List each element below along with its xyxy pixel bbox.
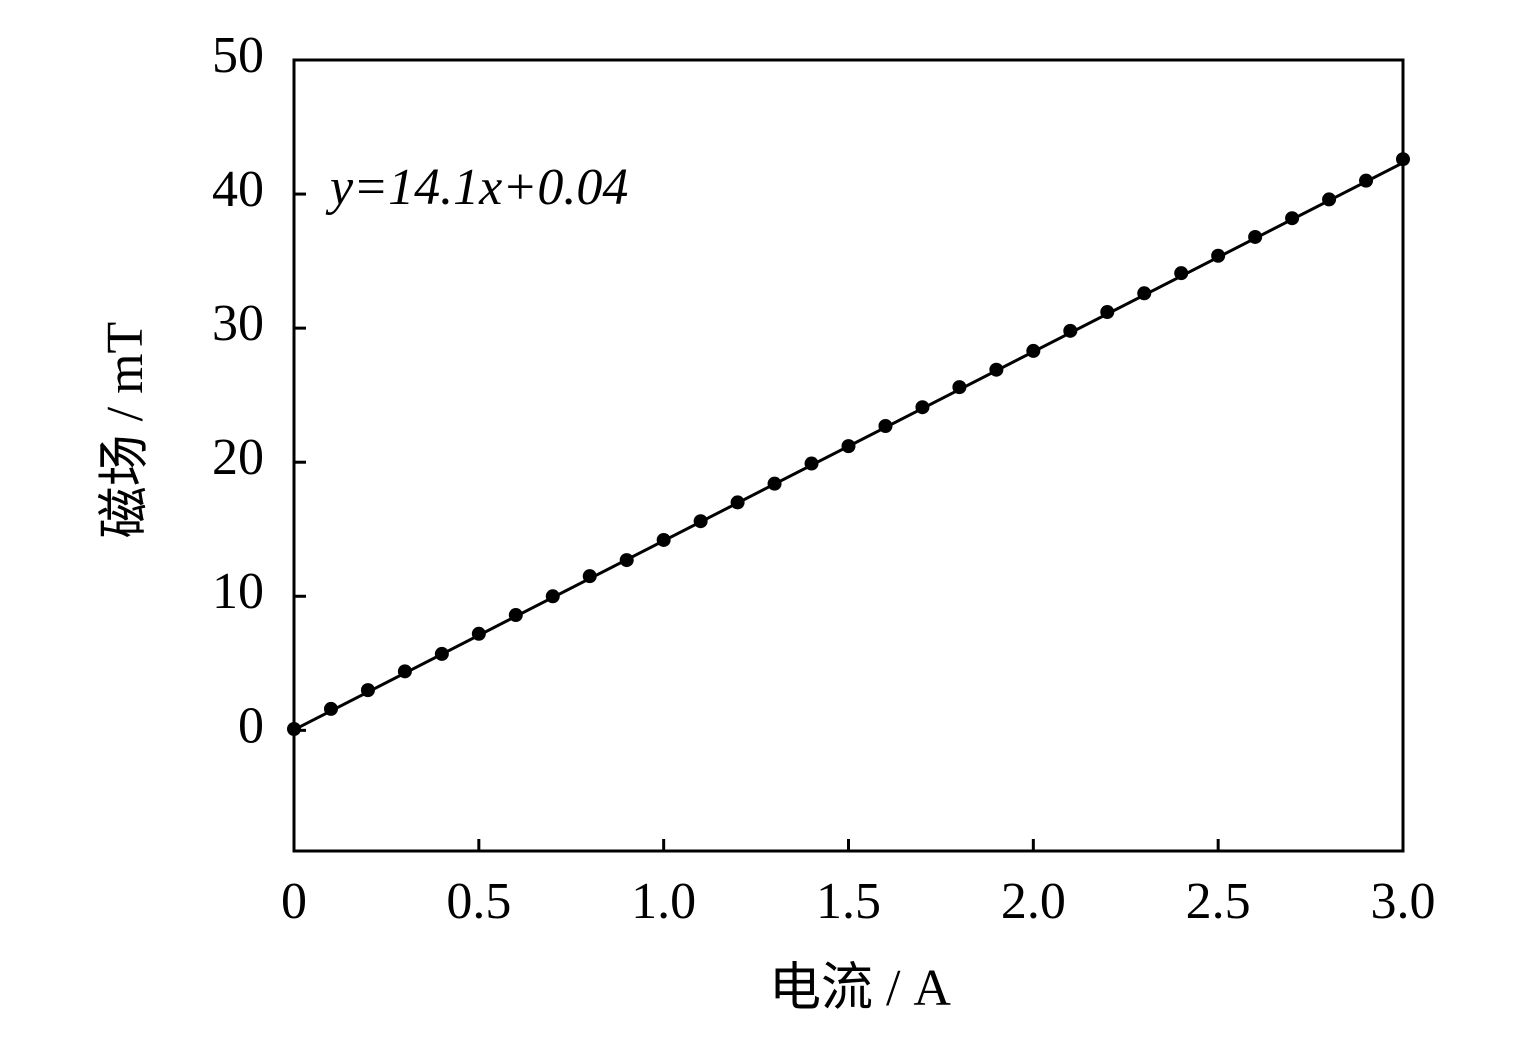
- data-point: [1026, 343, 1041, 358]
- data-point: [1137, 286, 1152, 301]
- data-point: [1248, 229, 1263, 244]
- y-tick-label: 20: [212, 429, 264, 486]
- data-point: [323, 701, 338, 716]
- data-point: [508, 608, 523, 623]
- data-point: [545, 589, 560, 604]
- data-point: [471, 626, 486, 641]
- x-tick-label: 0: [281, 873, 307, 930]
- data-point: [397, 664, 412, 679]
- x-tick-label: 1.5: [816, 873, 881, 930]
- data-point: [841, 439, 856, 454]
- y-tick-label: 0: [238, 697, 264, 754]
- data-point: [1285, 211, 1300, 226]
- data-point: [1359, 173, 1374, 188]
- y-tick-label: 10: [212, 563, 264, 620]
- data-point: [915, 400, 930, 415]
- data-point: [767, 476, 782, 491]
- data-point: [693, 514, 708, 529]
- data-point: [1396, 152, 1410, 167]
- y-tick-label: 50: [212, 27, 264, 84]
- y-tick-label: 30: [212, 295, 264, 352]
- data-point: [619, 553, 634, 568]
- data-point: [656, 532, 671, 547]
- data-point: [989, 362, 1004, 377]
- data-point: [1100, 305, 1115, 320]
- data-point: [434, 646, 449, 661]
- data-point: [1322, 192, 1337, 207]
- x-tick-label: 2.5: [1186, 873, 1251, 930]
- x-tick-label: 1.0: [631, 873, 696, 930]
- fit-equation: y=14.1x+0.04: [325, 159, 628, 216]
- data-point: [878, 419, 893, 434]
- data-point: [1211, 248, 1226, 263]
- data-point: [287, 721, 301, 736]
- data-point: [360, 683, 375, 698]
- data-point: [730, 495, 745, 510]
- y-tick-label: 40: [212, 161, 264, 218]
- data-point: [582, 569, 597, 584]
- x-tick-label: 3.0: [1371, 873, 1436, 930]
- data-point: [804, 456, 819, 471]
- data-point: [952, 380, 967, 395]
- x-tick-label: 0.5: [446, 873, 511, 930]
- data-point: [1174, 266, 1189, 281]
- x-axis-label: 电流 / A: [769, 960, 951, 1017]
- data-point: [1063, 323, 1078, 338]
- x-tick-label: 2.0: [1001, 873, 1066, 930]
- y-axis-label: 磁场 / mT: [97, 322, 154, 539]
